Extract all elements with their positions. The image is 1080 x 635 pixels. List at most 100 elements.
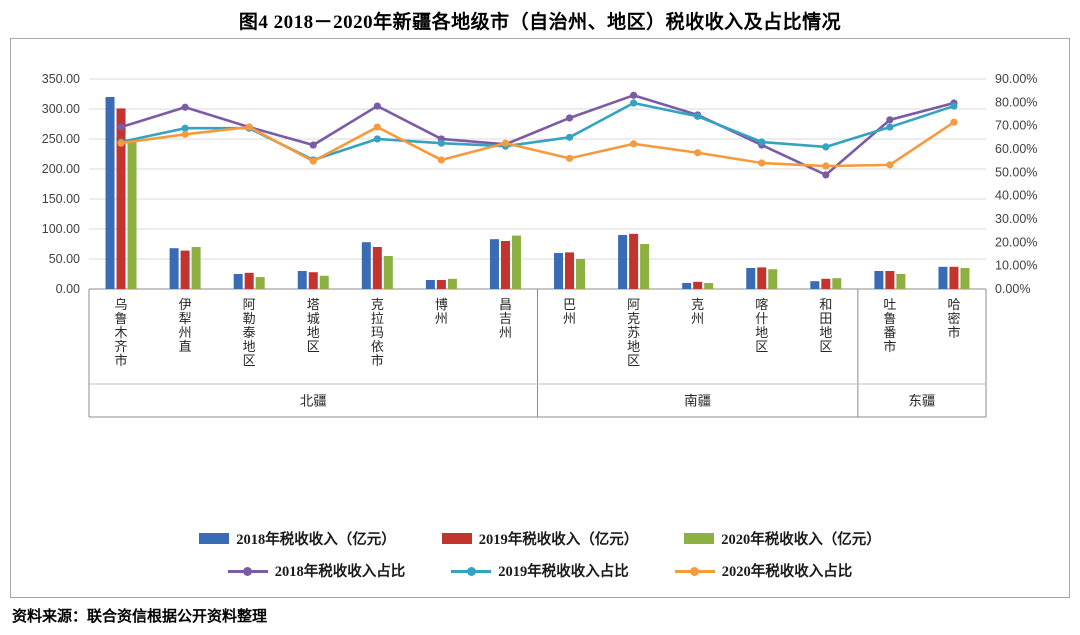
right-axis-tick-label: 10.00%	[995, 259, 1037, 273]
line-marker	[694, 149, 702, 157]
bar	[682, 283, 692, 289]
category-label: 阿克苏地区	[627, 297, 640, 368]
line-marker	[822, 162, 830, 170]
legend-swatch-2018-line	[227, 565, 268, 577]
bar	[618, 235, 628, 289]
line-marker	[565, 133, 574, 141]
line-marker	[822, 143, 830, 151]
legend-item-2019-bar: 2019年税收收入（亿元）	[441, 528, 639, 549]
category-label: 吐鲁番市	[883, 297, 896, 354]
legend-label: 2018年税收收入占比	[274, 564, 406, 580]
line-marker	[758, 159, 766, 167]
line-marker	[886, 116, 894, 124]
line-marker	[565, 114, 574, 122]
bar	[885, 271, 895, 289]
legend-label: 2020年税收收入占比	[721, 564, 853, 580]
category-label: 博州	[435, 297, 448, 326]
line-marker	[245, 123, 253, 131]
bar	[832, 278, 842, 289]
bar	[704, 283, 714, 289]
bar	[511, 235, 521, 289]
legend: 2018年税收收入（亿元） 2019年税收收入（亿元） 2020年税收收入（亿元…	[11, 528, 1069, 581]
group-label: 南疆	[684, 394, 711, 409]
right-axis-tick-label: 90.00%	[995, 72, 1037, 86]
left-axis-tick-label: 0.00	[56, 282, 80, 296]
right-axis-tick-label: 40.00%	[995, 189, 1037, 203]
category-label: 伊犁州直	[179, 297, 192, 354]
legend-label: 2020年税收收入（亿元）	[721, 532, 881, 548]
group-label: 东疆	[908, 394, 935, 409]
legend-item-2019-line: 2019年税收收入占比	[451, 560, 629, 581]
bar	[757, 267, 767, 289]
category-label: 和田地区	[819, 297, 832, 354]
right-axis-tick-label: 0.00%	[995, 282, 1030, 296]
bar	[693, 281, 703, 289]
bar	[746, 268, 756, 289]
bar	[361, 242, 371, 289]
line-marker	[886, 161, 894, 169]
left-axis-tick-label: 200.00	[42, 162, 80, 176]
legend-item-2020-bar: 2020年税收收入（亿元）	[684, 528, 881, 549]
right-axis-tick-label: 30.00%	[995, 212, 1037, 226]
bar	[938, 266, 948, 289]
legend-item-2020-line: 2020年税收收入占比	[674, 560, 853, 581]
right-axis-tick-label: 80.00%	[995, 95, 1037, 109]
legend-swatch-2020-bar	[684, 533, 715, 544]
chart-title: 图4 2018－2020年新疆各地级市（自治州、地区）税收收入及占比情况	[238, 12, 842, 33]
line-marker	[630, 140, 638, 148]
line-marker	[822, 171, 830, 179]
right-axis-tick-label: 60.00%	[995, 142, 1037, 156]
legend-label: 2019年税收收入占比	[498, 564, 629, 580]
bar	[255, 277, 265, 289]
line-marker	[309, 157, 317, 165]
left-axis-tick-label: 350.00	[42, 72, 80, 86]
line-marker	[950, 102, 958, 110]
line-marker	[437, 156, 445, 164]
left-axis-tick-label: 250.00	[42, 132, 80, 146]
line-marker	[694, 112, 702, 120]
group-label: 北疆	[300, 394, 327, 409]
category-label: 喀什地区	[755, 297, 768, 354]
bar	[949, 266, 959, 289]
bar	[169, 248, 179, 289]
left-axis-tick-label: 50.00	[49, 252, 80, 266]
legend-swatch-2019-line	[451, 565, 492, 577]
bar	[447, 278, 457, 289]
bar	[297, 271, 307, 289]
category-label: 巴州	[563, 297, 576, 326]
category-label: 阿勒泰地区	[243, 297, 256, 368]
legend-row-lines: 2018年税收收入占比 2019年税收收入占比 2020年税收收入占比	[227, 560, 853, 581]
bar	[576, 259, 586, 289]
legend-item-2018-line: 2018年税收收入占比	[227, 560, 406, 581]
bar	[308, 272, 318, 289]
right-axis-tick-label: 70.00%	[995, 119, 1037, 133]
bar	[500, 241, 510, 289]
legend-swatch-2020-line	[674, 565, 715, 577]
bar	[489, 239, 499, 289]
left-axis-tick-label: 100.00	[42, 222, 80, 236]
line-marker	[630, 99, 638, 107]
line-marker	[181, 103, 189, 111]
legend-label: 2019年税收收入（亿元）	[478, 532, 639, 548]
source-note: 资料来源：联合资信根据公开资料整理	[12, 609, 268, 625]
line-marker	[373, 102, 381, 110]
category-label: 克拉玛依市	[371, 297, 384, 368]
bar	[436, 280, 446, 289]
bar	[629, 233, 639, 289]
line-marker	[630, 91, 638, 99]
line	[120, 93, 955, 177]
bar	[383, 256, 393, 289]
bar	[105, 97, 115, 289]
bar	[565, 252, 575, 289]
bar	[874, 271, 884, 289]
bar	[896, 274, 906, 289]
bar	[319, 275, 329, 289]
line-marker	[181, 130, 189, 138]
category-label: 塔城地区	[307, 297, 320, 354]
bar	[244, 272, 254, 289]
bar	[960, 268, 970, 289]
legend-label: 2018年税收收入（亿元）	[236, 532, 396, 548]
line-marker	[565, 154, 574, 162]
line-marker	[437, 139, 445, 147]
bar	[640, 244, 650, 289]
